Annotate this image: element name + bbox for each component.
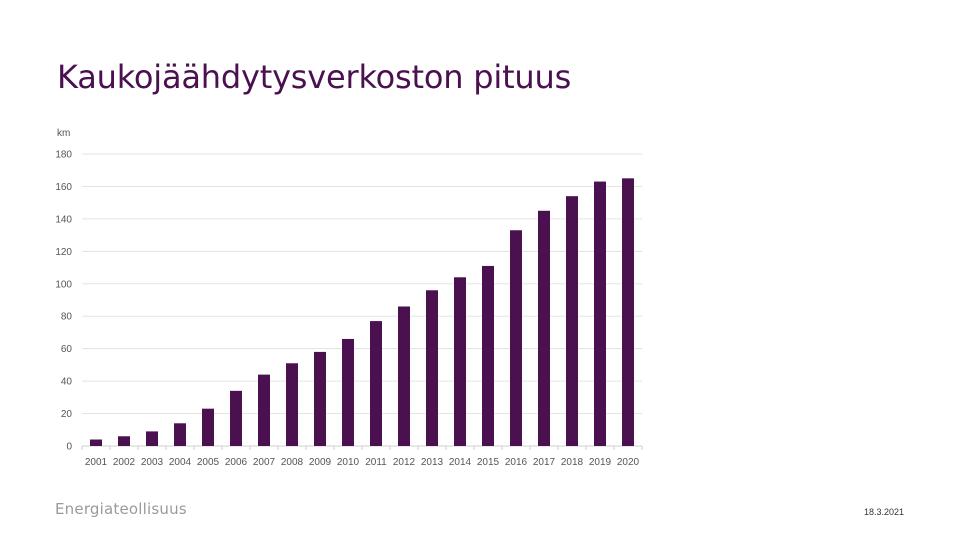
x-tick-label: 2009 <box>309 457 332 468</box>
y-axis-unit-label: km <box>57 128 70 139</box>
bar-2012 <box>398 306 410 446</box>
bar-2019 <box>594 181 606 447</box>
x-tick-label: 2013 <box>421 457 444 468</box>
bar-2008 <box>286 363 298 446</box>
y-tick-label: 120 <box>55 247 72 258</box>
bars <box>90 178 634 447</box>
bar-2007 <box>258 374 270 446</box>
bar-2005 <box>202 408 214 446</box>
y-tick-label: 160 <box>55 182 72 193</box>
y-tick-label: 20 <box>61 409 73 420</box>
y-axis-ticks: 0 20 40 60 80 100 120 140 160 180 <box>55 150 72 453</box>
y-tick-label: 100 <box>55 279 72 290</box>
x-tick-label: 2020 <box>617 457 640 468</box>
y-tick-label: 80 <box>61 312 73 323</box>
bar-2011 <box>370 321 382 446</box>
x-tick-label: 2015 <box>477 457 500 468</box>
x-tick-label: 2004 <box>169 457 192 468</box>
x-tick-label: 2001 <box>85 457 108 468</box>
x-tick-label: 2012 <box>393 457 416 468</box>
x-tick-label: 2006 <box>225 457 248 468</box>
x-tick-label: 2008 <box>281 457 304 468</box>
bar-2003 <box>146 431 158 446</box>
y-tick-label: 60 <box>61 344 73 355</box>
bar-2017 <box>538 210 550 446</box>
slide-date: 18.3.2021 <box>864 507 905 517</box>
x-tick-label: 2007 <box>253 457 276 468</box>
energiateollisuus-logo: Energiateollisuus <box>55 500 187 518</box>
x-tick-label: 2011 <box>365 457 387 468</box>
x-tick-label: 2019 <box>589 457 612 468</box>
bar-2015 <box>482 265 494 446</box>
x-tick-label: 2002 <box>113 457 136 468</box>
x-tick-label: 2016 <box>505 457 528 468</box>
bar-2006 <box>230 390 242 446</box>
bar-2020 <box>622 178 634 447</box>
x-axis-ticks: 2001 2002 2003 2004 2005 2006 2007 2008 2009 2010… <box>81 446 643 468</box>
bar-2004 <box>174 423 186 446</box>
bar-2001 <box>90 439 102 446</box>
bar-2002 <box>118 436 130 446</box>
x-tick-label: 2010 <box>337 457 360 468</box>
y-tick-label: 180 <box>55 150 72 161</box>
bar-2013 <box>426 290 438 446</box>
bar-2018 <box>566 196 578 446</box>
bar-2014 <box>454 277 466 446</box>
bar-2010 <box>342 338 354 446</box>
x-tick-label: 2005 <box>197 457 220 468</box>
x-tick-label: 2018 <box>561 457 584 468</box>
x-tick-label: 2017 <box>533 457 556 468</box>
page-title: Kaukojäähdytysverkoston pituus <box>57 58 572 96</box>
bar-2016 <box>510 230 522 446</box>
x-tick-label: 2014 <box>449 457 472 468</box>
y-tick-label: 140 <box>55 214 72 225</box>
y-tick-label: 0 <box>66 442 72 453</box>
y-tick-label: 40 <box>61 377 73 388</box>
gridlines <box>82 153 642 447</box>
x-tick-label: 2003 <box>141 457 164 468</box>
bar-2009 <box>314 351 326 446</box>
